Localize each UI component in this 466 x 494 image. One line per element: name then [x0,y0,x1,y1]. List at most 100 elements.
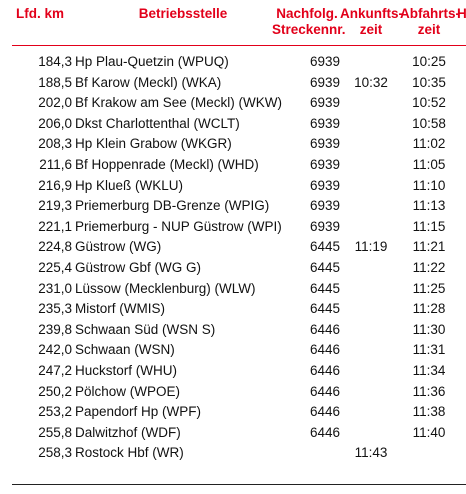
table-row: 239,8 Schwaan Süd (WSN S) 6446 11:30 [0,320,466,341]
route-number-cell: 6446 [310,321,341,337]
table-row: 206,0 Dkst Charlottenthal (WCLT) 6939 10:58 [0,114,466,135]
route-number-cell: 6446 [310,404,341,420]
table-row: 242,0 Schwaan (WSN) 6446 11:31 [0,340,466,361]
table-row: 188,5 Bf Karow (Meckl) (WKA) 6939 10:32 10:3… [0,73,466,94]
station-cell: Dalwitzhof (WDF) [75,424,181,440]
arrival-time-cell: 11:19 [354,239,388,255]
route-number-cell: 6445 [310,280,341,296]
departure-time-cell: 11:34 [412,362,446,378]
departure-time-cell: 11:36 [412,383,446,399]
departure-time-cell: 11:15 [412,218,446,234]
route-number-cell: 6445 [310,239,341,255]
station-cell: Priemerburg DB-Grenze (WPIG) [75,198,270,214]
header-departure: Abfahrts- zeit [400,6,460,38]
route-number-cell: 6939 [310,218,341,234]
route-number-cell: 6939 [310,54,341,69]
header-route-line2: Streckennr. [272,22,346,37]
route-number-cell: 6939 [310,136,341,152]
km-cell: 221,1 [38,218,72,234]
header-arrival: Ankunfts- zeit [340,6,403,38]
route-number-cell: 6445 [310,301,341,317]
station-cell: Priemerburg - NUP Güstrow (WPI) [75,218,282,234]
table-row: 211,6 Bf Hoppenrade (Meckl) (WHD) 6939 11:0… [0,155,466,176]
km-cell: 250,2 [38,383,72,399]
table-row: 221,1 Priemerburg - NUP Güstrow (WPI) 6939… [0,217,466,238]
station-cell: Bf Karow (Meckl) (WKA) [75,74,222,90]
km-cell: 219,3 [38,198,72,214]
route-number-cell: 6939 [310,74,341,90]
km-cell: 202,0 [38,95,72,111]
km-cell: 184,3 [38,54,72,69]
station-cell: Güstrow Gbf (WG G) [75,259,202,275]
km-cell: 208,3 [38,136,72,152]
table-row: 216,9 Hp Klueß (WKLU) 6939 11:10 [0,176,466,197]
station-cell: Bf Krakow am See (Meckl) (WKW) [75,95,283,111]
km-cell: 258,3 [38,445,72,461]
departure-time-cell: 11:38 [412,404,446,420]
header-arrival-line2: zeit [359,22,383,37]
km-cell: 216,9 [38,177,72,193]
km-cell: 253,2 [38,404,72,420]
table-row: 224,8 Güstrow (WG) 6445 11:19 11:21 [0,237,466,258]
table-row: 253,2 Papendorf Hp (WPF) 6446 11:38 [0,402,466,423]
station-cell: Papendorf Hp (WPF) [75,404,202,420]
header-extra: H [457,6,466,21]
km-cell: 188,5 [38,74,72,90]
table-row: 250,2 Pölchow (WPOE) 6446 11:36 [0,382,466,403]
header-station: Betriebsstelle [138,6,228,21]
km-cell: 247,2 [38,362,72,378]
station-cell: Schwaan (WSN) [75,342,175,358]
station-cell: Hp Klueß (WKLU) [75,177,184,193]
table-row: 258,3 Rostock Hbf (WR) 11:43 [0,443,466,464]
departure-time-cell: 11:21 [412,239,446,255]
km-cell: 224,8 [38,239,72,255]
table-header: Lfd. km Betriebsstelle Nachfolg. Strecke… [0,0,466,50]
route-number-cell: 6446 [310,383,341,399]
station-cell: Mistorf (WMIS) [75,301,165,317]
station-cell: Hp Plau-Quetzin (WPUQ) [75,54,229,69]
departure-time-cell: 10:52 [412,95,446,111]
table-row: 225,4 Güstrow Gbf (WG G) 6445 11:22 [0,258,466,279]
header-divider [12,45,466,46]
km-cell: 206,0 [38,115,72,131]
route-number-cell: 6445 [310,259,341,275]
table-row: 235,3 Mistorf (WMIS) 6445 11:28 [0,299,466,320]
table-row: 184,3 Hp Plau-Quetzin (WPUQ) 6939 10:25 [0,52,466,73]
table-row: 202,0 Bf Krakow am See (Meckl) (WKW) 6939 1… [0,93,466,114]
departure-time-cell: 11:02 [412,136,446,152]
departure-time-cell: 11:31 [412,342,446,358]
table-row: 247,2 Huckstorf (WHU) 6446 11:34 [0,361,466,382]
km-cell: 231,0 [38,280,72,296]
station-cell: Rostock Hbf (WR) [75,445,184,461]
timetable-rows: 184,3 Hp Plau-Quetzin (WPUQ) 6939 10:25 188,… [0,52,466,464]
bottom-rule [12,484,466,485]
km-cell: 211,6 [39,156,72,172]
km-cell: 239,8 [38,321,72,337]
km-cell: 255,8 [38,424,72,440]
header-departure-line1: Abfahrts- [400,6,460,21]
header-km: Lfd. km [16,6,65,21]
departure-time-cell: 11:13 [412,198,446,214]
header-arrival-line1: Ankunfts- [340,6,403,21]
route-number-cell: 6939 [310,95,341,111]
station-cell: Pölchow (WPOE) [75,383,181,399]
station-cell: Bf Hoppenrade (Meckl) (WHD) [75,156,259,172]
departure-time-cell: 11:22 [412,259,446,275]
departure-time-cell: 11:05 [412,156,446,172]
route-number-cell: 6446 [310,424,341,440]
route-number-cell: 6939 [310,115,341,131]
departure-time-cell: 11:10 [412,177,446,193]
arrival-time-cell: 11:43 [354,445,388,461]
departure-time-cell: 11:25 [412,280,446,296]
departure-time-cell: 10:35 [412,74,446,90]
km-cell: 242,0 [38,342,72,358]
route-number-cell: 6446 [310,362,341,378]
station-cell: Hp Klein Grabow (WKGR) [75,136,232,152]
departure-time-cell: 11:30 [412,321,446,337]
departure-time-cell: 10:25 [412,54,446,69]
station-cell: Huckstorf (WHU) [75,362,177,378]
route-number-cell: 6446 [310,342,341,358]
table-row: 219,3 Priemerburg DB-Grenze (WPIG) 6939 11:… [0,196,466,217]
route-number-cell: 6939 [310,198,341,214]
